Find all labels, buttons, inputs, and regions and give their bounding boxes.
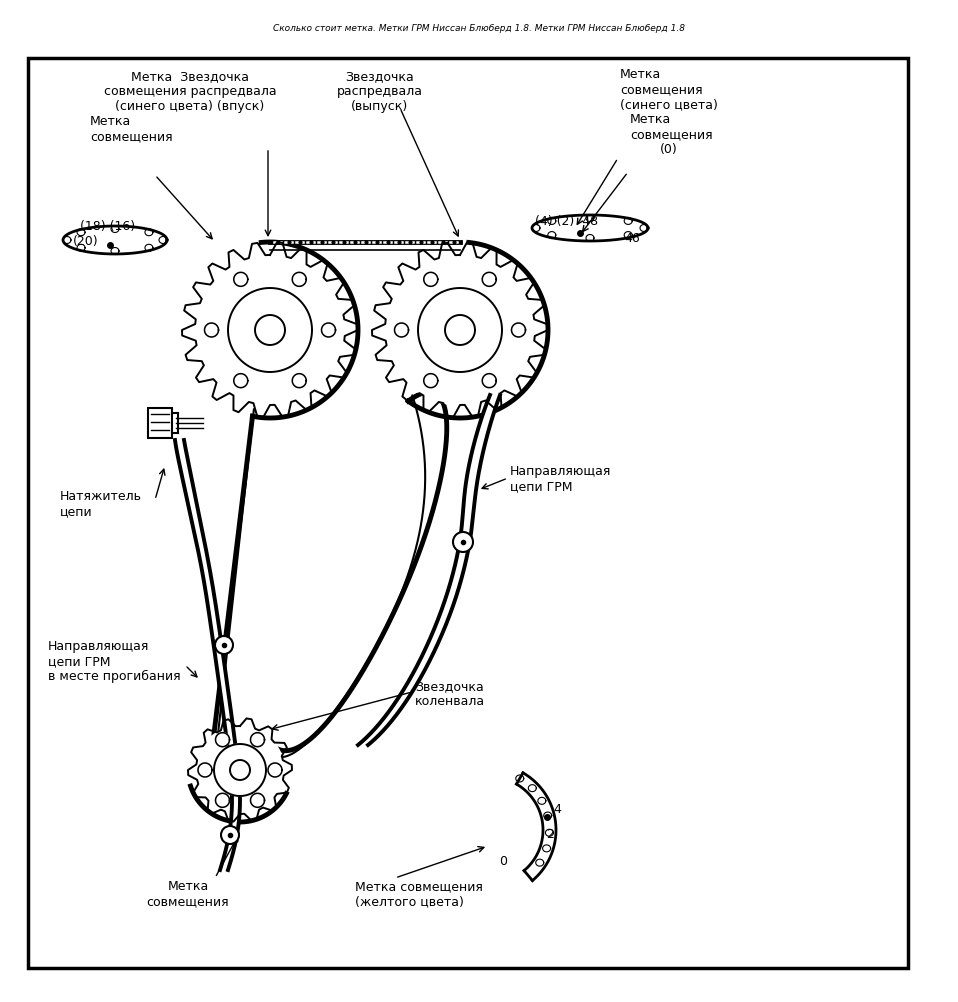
Polygon shape bbox=[216, 732, 230, 746]
Text: Метка: Метка bbox=[630, 113, 672, 126]
Text: 2: 2 bbox=[546, 828, 554, 841]
Text: Звездочка: Звездочка bbox=[415, 680, 484, 693]
Polygon shape bbox=[234, 273, 248, 287]
Text: Направляющая: Направляющая bbox=[510, 465, 611, 478]
Polygon shape bbox=[268, 763, 282, 777]
Text: 0: 0 bbox=[499, 855, 507, 868]
Polygon shape bbox=[196, 726, 284, 814]
Polygon shape bbox=[385, 255, 535, 405]
Text: (20): (20) bbox=[73, 235, 99, 248]
Circle shape bbox=[221, 826, 239, 844]
Text: цепи ГРМ: цепи ГРМ bbox=[510, 480, 573, 493]
Polygon shape bbox=[512, 323, 526, 337]
Polygon shape bbox=[250, 794, 264, 808]
Text: совмещения распредвала: совмещения распредвала bbox=[103, 85, 276, 98]
Polygon shape bbox=[234, 374, 248, 388]
Text: 46: 46 bbox=[624, 232, 640, 245]
Text: Звездочка: Звездочка bbox=[346, 70, 415, 83]
Text: (желтого цвета): (желтого цвета) bbox=[355, 895, 464, 908]
Text: (синего цвета): (синего цвета) bbox=[620, 98, 718, 111]
Polygon shape bbox=[395, 323, 408, 337]
Text: (18) (16): (18) (16) bbox=[80, 220, 135, 233]
Text: Направляющая: Направляющая bbox=[48, 640, 149, 653]
Text: цепи: цепи bbox=[60, 505, 93, 518]
Text: Сколько стоит метка. Метки ГРМ Ниссан Блюберд 1.8. Метки ГРМ Ниссан Блюберд 1.8: Сколько стоит метка. Метки ГРМ Ниссан Бл… bbox=[273, 23, 685, 32]
Polygon shape bbox=[423, 273, 438, 287]
Polygon shape bbox=[292, 374, 307, 388]
Polygon shape bbox=[216, 794, 230, 808]
Text: Метка: Метка bbox=[620, 68, 661, 81]
Polygon shape bbox=[214, 744, 266, 796]
Text: (синего цвета) (впуск): (синего цвета) (впуск) bbox=[115, 100, 264, 113]
Polygon shape bbox=[482, 273, 496, 287]
Text: Метка  Звездочка: Метка Звездочка bbox=[131, 70, 249, 83]
Text: Метка совмещения: Метка совмещения bbox=[355, 880, 483, 893]
Polygon shape bbox=[195, 255, 345, 405]
Text: совмещения: совмещения bbox=[630, 128, 713, 141]
Text: Метка: Метка bbox=[90, 115, 131, 128]
Text: совмещения: совмещения bbox=[90, 130, 172, 143]
Polygon shape bbox=[322, 323, 335, 337]
Bar bbox=[148, 408, 172, 438]
Polygon shape bbox=[198, 763, 212, 777]
Circle shape bbox=[453, 532, 473, 552]
Text: совмещения: совмещения bbox=[147, 895, 229, 908]
Text: (4) (2)  48: (4) (2) 48 bbox=[535, 215, 598, 228]
Text: распредвала: распредвала bbox=[337, 85, 423, 98]
Polygon shape bbox=[250, 732, 264, 746]
Circle shape bbox=[215, 636, 233, 654]
Polygon shape bbox=[204, 323, 218, 337]
Polygon shape bbox=[418, 288, 502, 372]
Text: цепи ГРМ: цепи ГРМ bbox=[48, 655, 110, 668]
Text: 4: 4 bbox=[553, 803, 560, 816]
Polygon shape bbox=[292, 273, 307, 287]
Polygon shape bbox=[482, 374, 496, 388]
Text: Метка: Метка bbox=[168, 880, 209, 893]
Polygon shape bbox=[228, 288, 312, 372]
Text: (0): (0) bbox=[660, 143, 677, 156]
Text: в месте прогибания: в месте прогибания bbox=[48, 670, 181, 683]
Text: Натяжитель: Натяжитель bbox=[60, 490, 142, 503]
Polygon shape bbox=[423, 374, 438, 388]
Text: коленвала: коленвала bbox=[415, 695, 485, 708]
Text: (выпуск): (выпуск) bbox=[352, 100, 409, 113]
Text: совмещения: совмещения bbox=[620, 83, 702, 96]
